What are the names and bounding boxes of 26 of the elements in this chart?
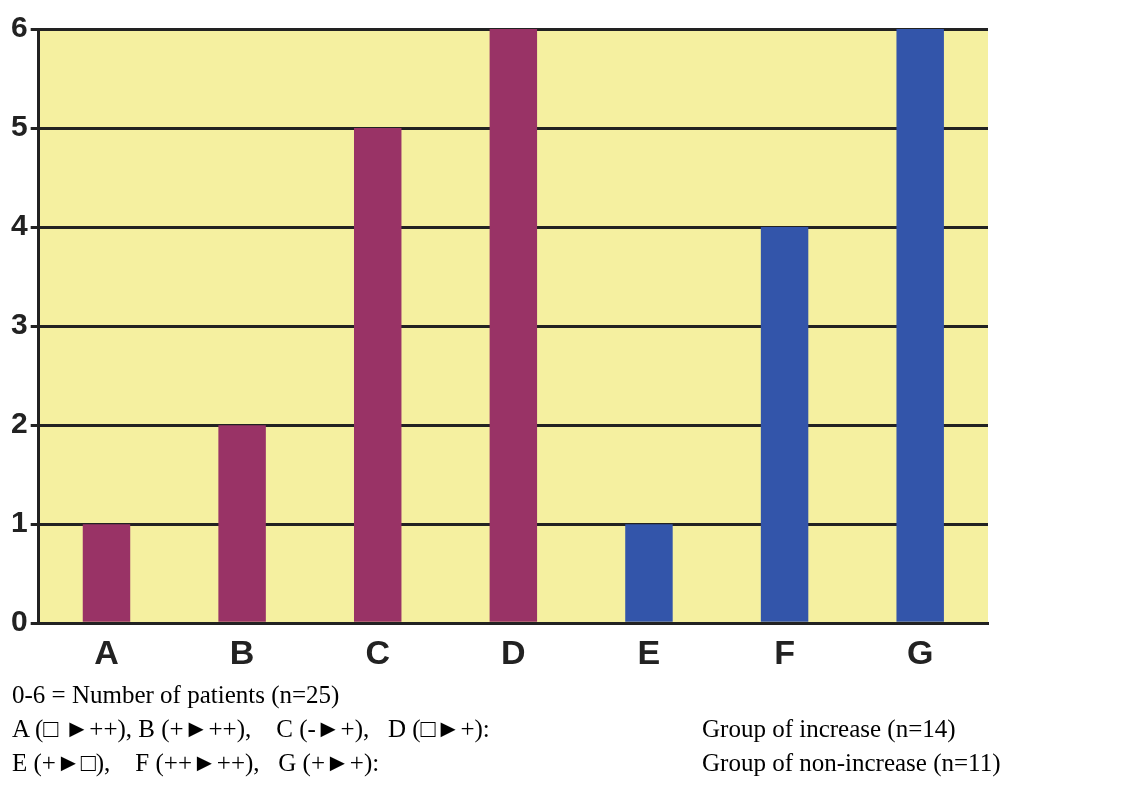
- x-tick-label: B: [229, 632, 255, 671]
- text: 0-6 = Number of patients (n=25): [11, 680, 341, 711]
- x-tick-label: E: [637, 632, 661, 671]
- bar: [896, 29, 944, 622]
- y-tick-label: 2: [11, 406, 28, 440]
- y-tick-label: 0: [11, 604, 28, 638]
- bar: [353, 128, 402, 622]
- y-tick-label: 4: [11, 208, 28, 242]
- x-tick-label: D: [501, 632, 526, 671]
- bar: [489, 29, 538, 622]
- x-tick-label: A: [94, 632, 119, 671]
- y-tick-label: 5: [11, 109, 28, 143]
- y-tick-label: 3: [11, 307, 28, 341]
- x-tick-label: C: [365, 632, 391, 671]
- bar: [625, 524, 673, 622]
- x-tick-label: F: [774, 632, 795, 671]
- bar: [82, 524, 131, 622]
- y-tick-label: 6: [11, 10, 28, 44]
- text: Group of increase (n=14): [702, 714, 957, 745]
- text: A (□ ►++), B (+►++), C (-►+), D (□►+):: [12, 714, 491, 745]
- y-tick-label: 1: [11, 505, 28, 539]
- text: Group of non-increase (n=11): [702, 748, 1002, 779]
- text: E (+►□), F (++►++), G (+►+):: [12, 748, 381, 779]
- bar: [218, 425, 266, 622]
- x-tick-label: G: [906, 632, 934, 671]
- bar: [760, 227, 809, 622]
